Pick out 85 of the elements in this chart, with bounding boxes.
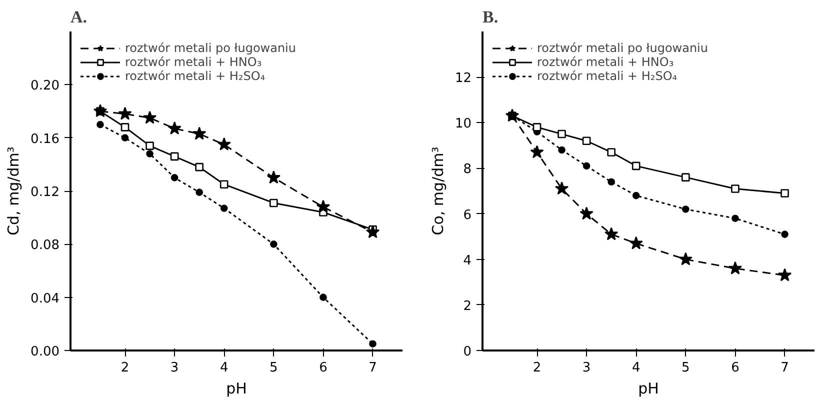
x-tick-label: 5 [682,360,690,376]
point [682,173,690,182]
point [554,182,569,195]
legend-label: roztwór metali + HNO₃ [125,55,262,69]
point [168,121,182,134]
y-tick-label: 0.12 [30,185,60,200]
x-tick-label: 4 [632,360,640,376]
chart-title: B. [482,8,498,26]
point [369,340,376,348]
point [629,236,643,250]
point [607,148,616,156]
point [582,136,591,146]
point [220,204,228,212]
point [120,123,130,132]
y-tick-label: 2 [463,298,472,314]
point [96,120,104,128]
y-tick-label: 0.08 [30,238,60,254]
y-axis-title: Co, mg/dm³ [428,146,447,236]
point [195,162,204,172]
legend-label: roztwór metali + H₂SO₄ [125,69,266,83]
point [270,198,278,208]
point [558,130,566,138]
point [192,126,206,140]
point [142,110,157,124]
y-tick-label: 12 [454,71,472,86]
x-tick-label: 4 [220,360,228,376]
point [530,145,544,158]
x-tick-label: 6 [319,360,328,376]
chart-title: A. [70,8,88,26]
point [118,106,132,120]
point [780,189,789,198]
y-tick-label: 0.20 [30,78,60,94]
point [781,230,788,238]
point [682,206,690,213]
y-tick-label: 0.16 [30,132,60,147]
point [532,123,542,132]
point [170,174,178,182]
point [146,142,154,150]
point [121,134,129,142]
x-tick-label: 7 [780,360,789,376]
point [270,240,278,248]
point [678,252,692,266]
point [778,268,792,282]
point [266,170,280,184]
point [731,184,740,193]
legend-label: roztwór metali po ługowaniu [537,41,708,55]
y-tick-label: 0 [463,344,472,360]
x-axis-title: pH [226,380,247,398]
point [366,225,380,238]
y-tick-label: 4 [463,253,472,268]
point [170,152,179,161]
legend-label: roztwór metali + H₂SO₄ [537,69,678,83]
y-tick-label: 10 [454,116,472,132]
point [316,200,330,213]
x-tick-label: 3 [170,360,179,376]
point [558,146,566,154]
legend-label: roztwór metali + HNO₃ [537,55,674,69]
point [93,104,108,118]
y-axis-title: Cd, mg/dm³ [4,146,23,236]
point [220,180,228,189]
point [632,192,640,200]
x-tick-label: 5 [270,360,278,376]
point [582,162,590,170]
x-axis-title: pH [638,380,659,398]
point [146,150,154,158]
point [632,162,640,170]
point [320,294,327,301]
point [505,108,520,122]
legend-label: roztwór metali po ługowaniu [125,41,296,55]
point [732,214,739,222]
x-tick-label: 2 [120,360,130,376]
point [608,178,615,186]
point [196,188,203,196]
y-tick-label: 8 [463,162,472,178]
y-tick-label: 6 [463,208,472,223]
y-tick-label: 0.04 [30,291,60,306]
point [217,137,231,150]
point [604,227,618,240]
x-tick-label: 2 [532,360,542,376]
point [728,261,742,274]
x-tick-label: 3 [582,360,591,376]
y-tick-label: 0.00 [30,344,60,360]
point [580,206,594,220]
x-tick-label: 7 [368,360,377,376]
x-tick-label: 6 [731,360,740,376]
